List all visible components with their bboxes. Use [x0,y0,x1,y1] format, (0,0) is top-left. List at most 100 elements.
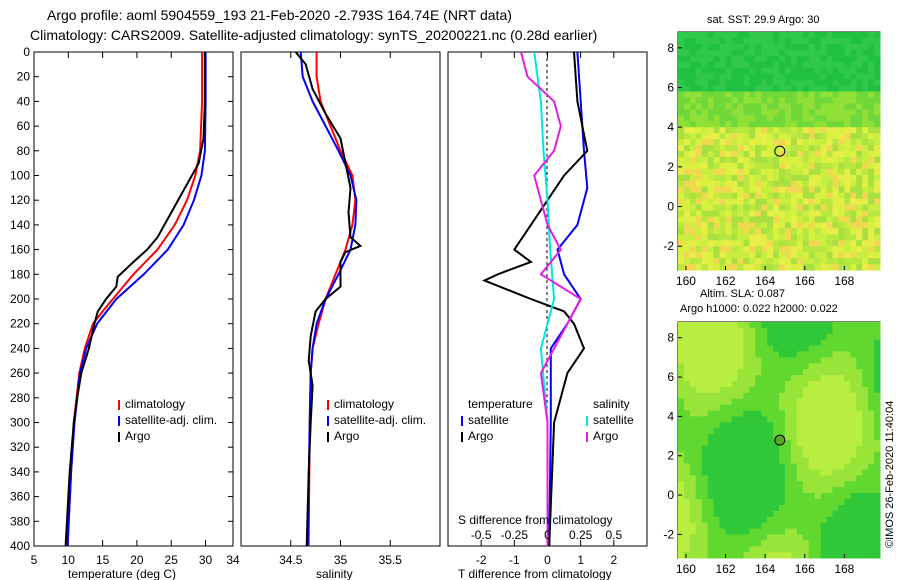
map-cell [755,546,762,553]
y-tick-label: 400 [10,539,30,553]
map-cell [737,351,744,358]
map-cell [695,516,703,524]
map-cell [862,222,869,229]
y-tick-label: 180 [10,267,30,281]
map-cell [826,516,833,524]
map-cell [755,386,762,394]
map-cell [737,79,744,87]
map-cell [808,115,816,122]
map-cell [719,61,726,69]
map-cell [850,79,857,87]
map-cell [737,121,744,128]
map-cell [844,198,851,206]
map-cell [826,228,833,235]
map-cell [725,534,732,541]
y-tick-label: 160 [10,243,30,257]
map-cell [814,422,821,429]
map-cell [832,345,839,352]
map-cell [749,151,756,158]
map-cell [719,234,726,241]
map-cell [689,428,697,435]
map-cell [731,369,738,376]
map-cell [868,351,875,358]
map-cell [790,192,798,200]
map-cell [844,322,851,329]
map-cell [868,493,875,500]
map-cell [713,357,720,364]
map-cell [862,487,869,494]
map-cell [862,216,869,223]
map-cell [856,204,863,212]
map-cell [755,440,762,447]
map-cell [779,139,786,146]
map-cell [695,428,703,435]
map-cell [678,186,685,194]
map-cell [856,522,863,529]
map-cell [683,198,691,206]
map-cell [820,457,827,465]
map-cell [808,192,816,200]
map-cell [844,240,851,247]
map-cell [862,504,869,512]
map-cell [719,264,726,271]
map-cell [713,186,720,194]
map-cell [820,79,827,87]
map-cell [725,428,732,435]
map-cell [784,79,792,87]
map-cell [725,127,732,134]
map-cell [678,151,685,158]
map-cell [850,540,857,547]
map-cell [802,162,810,170]
map-cell [850,363,857,370]
map-cell [773,493,780,500]
map-cell [868,451,875,459]
map-cell [749,552,756,559]
map-cell [767,404,774,411]
map-cell [820,258,827,265]
map-cell [737,410,744,417]
map-cell [874,363,881,370]
map-cell [814,410,821,417]
map-cell [713,534,720,541]
map-cell [856,339,863,347]
map-cell [814,109,821,116]
map-cell [862,246,869,253]
map-cell [856,151,863,158]
map-cell [826,357,833,364]
map-cell [689,493,697,500]
map-cell [678,327,685,335]
map-cell [814,234,821,241]
series-line-s-satellite [533,51,556,546]
map-cell [808,186,816,194]
map-cell [749,528,756,535]
map-cell [719,192,726,200]
map-cell [826,240,833,247]
map-cell [802,357,810,364]
map-cell [707,422,715,429]
map-cell [713,392,720,400]
map-cell [826,222,833,229]
map-cell [737,43,744,51]
map-cell [820,522,827,529]
map-cell [707,463,715,470]
map-cell [862,109,869,116]
map-cell [832,133,839,140]
map-cell [784,139,792,146]
map-cell [737,115,744,122]
map-cell [832,228,839,235]
map-cell [743,156,750,164]
map-cell [678,504,685,512]
map-cell [755,381,762,388]
map-cell [701,240,709,247]
map-cell [868,162,875,170]
map-cell [701,416,709,423]
map-cell [826,151,833,158]
map-cell [743,240,750,247]
map-cell [814,522,821,529]
map-cell [868,216,875,223]
map-cell [856,228,863,235]
map-cell [844,127,851,134]
map-cell [856,156,863,164]
map-cell [784,55,792,63]
map-cell [862,32,869,39]
